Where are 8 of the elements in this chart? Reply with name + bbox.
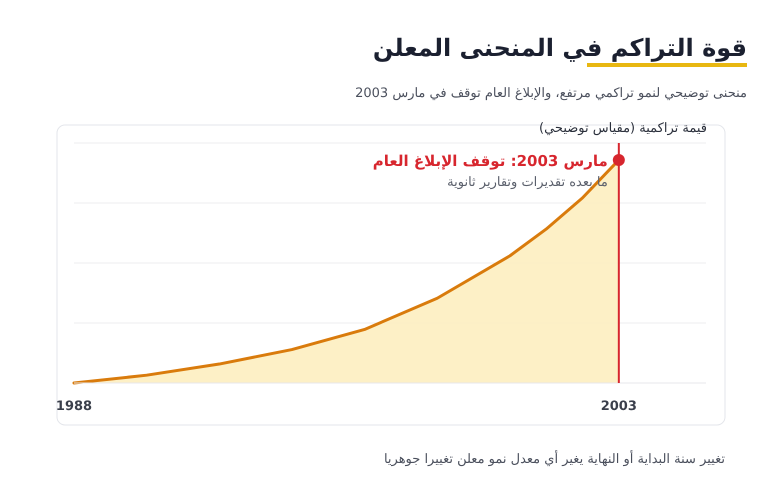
ref-line-label: مارس 2003: توقف الإبلاغ العام <box>372 152 608 170</box>
x-tick-label: 1988 <box>56 399 92 414</box>
x-tick-label: 2003 <box>600 399 637 414</box>
y-axis-title: قيمة تراكمية (مقياس توضيحي) <box>539 121 707 136</box>
annotation: ما بعده تقديرات وتقارير ثانوية <box>447 175 608 190</box>
chart-title: قوة التراكم في المنحنى المعلن <box>372 34 747 62</box>
text: تغيير سنة البداية أو النهاية يغير أي معدل نمو معلن تغييرا جوهريا <box>384 450 726 467</box>
chart-subtitle: منحنى توضيحي لنمو تراكمي مرتفع، والإبلاغ العام توقف في مارس 2003 <box>355 86 747 101</box>
